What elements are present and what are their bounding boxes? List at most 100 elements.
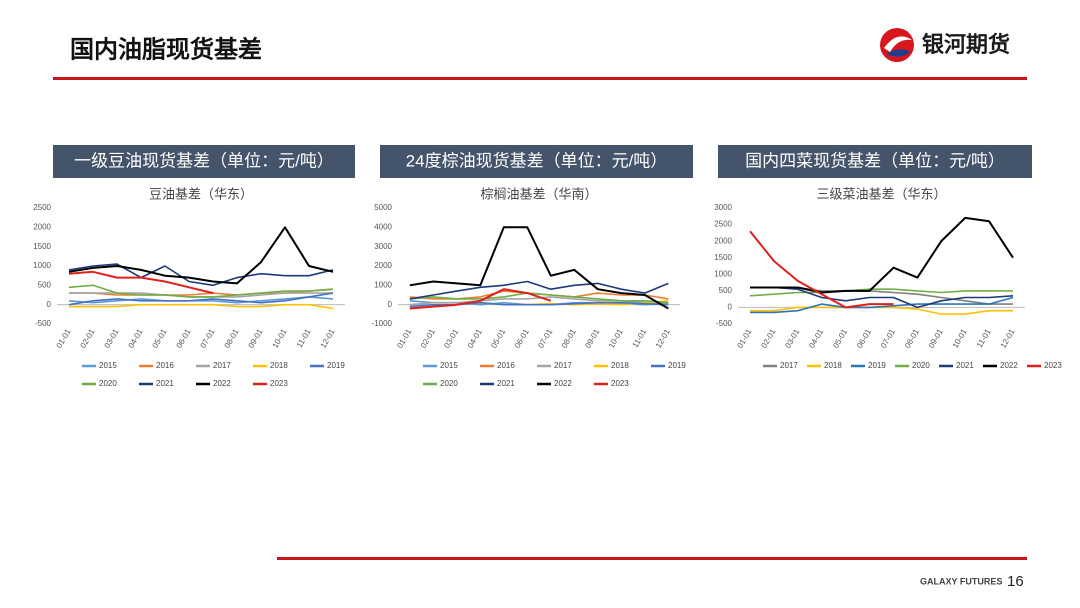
page-title: 国内油脂现货基差 (70, 35, 262, 63)
series-line (69, 303, 334, 310)
legend-label: 2017 (554, 361, 572, 370)
y-tick-label: 5000 (374, 203, 392, 212)
legend-label: 2018 (270, 361, 288, 370)
x-tick-label: 02-01 (759, 327, 777, 350)
y-tick-label: 1500 (33, 242, 51, 251)
x-tick-label: 11-01 (631, 327, 649, 349)
series-line (68, 226, 334, 285)
legend-label: 2017 (213, 361, 231, 370)
x-tick-label: 08-01 (903, 327, 921, 350)
series-line (409, 280, 669, 300)
x-tick-label: 01-01 (735, 327, 753, 350)
x-tick-label: 07-01 (199, 327, 217, 350)
legend-label: 2019 (868, 361, 886, 370)
x-tick-label: 06-01 (175, 327, 193, 350)
x-tick-label: 07-01 (879, 327, 897, 350)
panel-heading-bg (53, 145, 355, 178)
logo-swoosh-blue (886, 49, 910, 57)
x-tick-label: 05-01 (489, 327, 507, 350)
legend-label: 2023 (270, 379, 288, 388)
legend-label: 2022 (213, 379, 231, 388)
page-number: 16 (1007, 573, 1024, 590)
y-tick-label: 2500 (714, 220, 732, 229)
series-line (68, 270, 214, 295)
panel-heading: 国内四菜现货基差（单位：元/吨） (745, 151, 1005, 170)
series-line (749, 288, 1013, 297)
y-tick-label: 0 (728, 303, 733, 312)
logo-text: 银河期货 (922, 32, 1010, 57)
x-tick-label: 01-01 (395, 327, 413, 350)
x-tick-label: 03-01 (442, 327, 460, 350)
x-tick-label: 09-01 (247, 327, 265, 350)
x-tick-label: 06-01 (855, 327, 873, 350)
x-tick-label: 12-01 (319, 327, 337, 350)
y-tick-label: -500 (716, 319, 733, 328)
x-tick-label: 08-01 (223, 327, 241, 350)
series-line (68, 296, 334, 304)
x-tick-label: 05-01 (831, 327, 849, 350)
x-tick-label: 07-01 (536, 327, 554, 350)
x-tick-label: 09-01 (583, 327, 601, 350)
legend-label: 2016 (497, 361, 515, 370)
y-tick-label: 3000 (714, 203, 732, 212)
y-tick-label: 1000 (374, 280, 392, 289)
logo-circle (880, 28, 914, 62)
logo-swoosh (884, 36, 912, 52)
chart-title: 豆油基差（华东） (149, 186, 253, 201)
x-tick-label: 09-01 (927, 327, 945, 350)
x-tick-label: 10-01 (271, 327, 289, 350)
series-line (750, 216, 1014, 294)
x-tick-label: 02-01 (79, 327, 97, 350)
y-tick-label: 1000 (33, 261, 51, 270)
legend-label: 2023 (1044, 361, 1062, 370)
legend-label: 2021 (497, 379, 515, 388)
y-tick-label: -1000 (372, 319, 393, 328)
series-line (68, 263, 334, 287)
x-tick-label: 05-01 (151, 327, 169, 350)
y-tick-label: 2000 (374, 261, 392, 270)
x-tick-label: 10-01 (607, 327, 625, 350)
series-line (749, 230, 894, 309)
legend-label: 2015 (99, 361, 117, 370)
panel-heading: 24度棕油现货基差（单位：元/吨） (406, 151, 668, 170)
y-tick-label: 500 (38, 280, 52, 289)
x-tick-label: 03-01 (103, 327, 121, 350)
y-tick-label: 2000 (714, 236, 732, 245)
y-tick-label: 500 (719, 286, 733, 295)
legend-label: 2022 (554, 379, 572, 388)
x-tick-label: 08-01 (560, 327, 578, 350)
x-tick-label: 02-01 (419, 327, 437, 350)
chart-title: 棕榈油基差（华南） (480, 186, 597, 201)
series-line (68, 292, 334, 306)
y-tick-label: -500 (35, 319, 52, 328)
x-tick-label: 10-01 (951, 327, 969, 350)
header-rule (53, 77, 1027, 80)
legend-label: 2019 (668, 361, 686, 370)
x-tick-label: 04-01 (127, 327, 145, 350)
x-tick-label: 06-01 (513, 327, 531, 350)
legend-label: 2020 (912, 361, 930, 370)
legend-label: 2016 (156, 361, 174, 370)
legend-label: 2020 (440, 379, 458, 388)
y-tick-label: 1000 (714, 269, 732, 278)
series-line (68, 284, 334, 298)
footer-brand: GALAXY FUTURES (920, 576, 1002, 586)
legend-label: 2022 (1000, 361, 1018, 370)
series-line (750, 296, 1014, 314)
legend-label: 2021 (956, 361, 974, 370)
x-tick-label: 11-01 (295, 327, 313, 349)
x-tick-label: 12-01 (999, 327, 1017, 350)
x-tick-label: 04-01 (807, 327, 825, 350)
y-tick-label: 2500 (33, 203, 51, 212)
y-tick-label: 4000 (374, 222, 392, 231)
footer-rule (277, 557, 1027, 560)
x-tick-label: 11-01 (975, 327, 993, 349)
legend-label: 2019 (327, 361, 345, 370)
panel-heading: 一级豆油现货基差（单位：元/吨） (74, 151, 334, 170)
panel-heading-bg (380, 145, 693, 178)
series-line (409, 288, 552, 310)
x-tick-label: 04-01 (466, 327, 484, 350)
series-line (409, 226, 669, 310)
